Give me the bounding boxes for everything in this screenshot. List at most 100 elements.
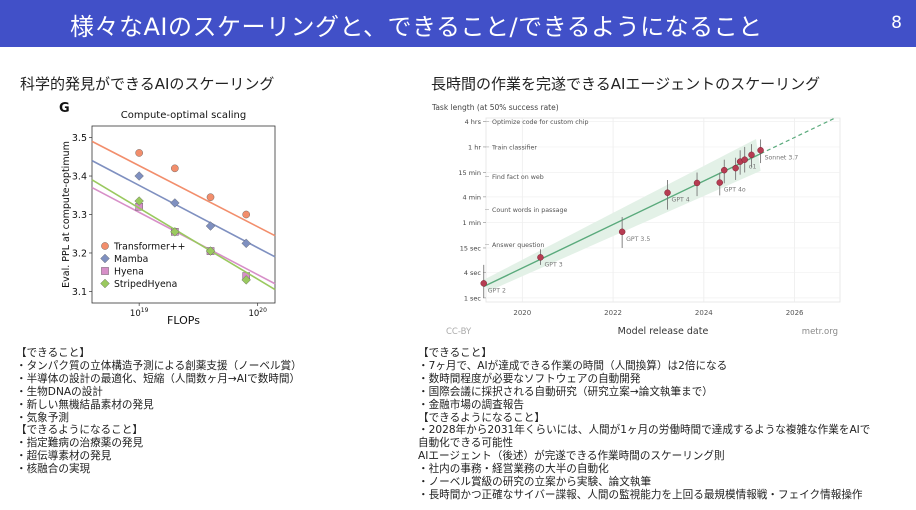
x-tick-label: 1019: [130, 307, 149, 319]
right-section-title: 長時間の作業を完遂できるAIエージェントのスケーリング: [431, 75, 821, 93]
x-tick-label: 2022: [604, 309, 622, 317]
y-tick-label: 1 min: [463, 219, 481, 227]
compute-optimal-scaling-chart: G Compute-optimal scaling 3.1 3.2 3.3 3.4 3.5 1…: [59, 101, 276, 327]
y-tick-label: 3.5: [72, 133, 87, 144]
model-label: GPT 4o: [724, 187, 746, 194]
y-tick-label: 3.4: [72, 172, 87, 183]
right-can-do-heading: 【できること】: [418, 347, 492, 359]
model-point: [480, 280, 487, 287]
legend-label: Hyena: [114, 267, 144, 278]
y-tick-label: 3.2: [72, 248, 87, 259]
source-label: metr.org: [802, 327, 838, 337]
y-tick-label: 3.1: [72, 287, 87, 298]
x-tick-label: 1020: [248, 307, 267, 319]
data-point-3: [170, 227, 180, 237]
model-point: [741, 156, 748, 163]
y-tick-label: 4 min: [463, 193, 481, 201]
data-point-1: [241, 238, 251, 249]
model-label: GPT 3.5: [626, 236, 650, 243]
x-axis-label: Model release date: [618, 326, 709, 337]
model-point: [757, 147, 764, 154]
task-annotation: Optimize code for custom chip: [492, 119, 588, 126]
x-tick-label: 2026: [786, 309, 804, 317]
model-label: GPT 4: [672, 197, 690, 204]
right-will-do-item: 自動化できる可能性: [418, 437, 514, 450]
task-length-chart: Task length (at 50% success rate) 2020 202…: [431, 103, 841, 337]
data-point-1: [134, 171, 144, 181]
legend-label: Transformer++: [113, 242, 185, 253]
right-can-do-item: ・国際会議に採択される自動研究（研究立案→論文執筆まで）: [418, 385, 713, 398]
y-tick-label: 4 hrs: [465, 118, 482, 126]
fit-line-3: [91, 179, 276, 291]
fit-line-2: [91, 186, 276, 285]
data-point-3: [205, 246, 216, 256]
y-tick-label: 1 sec: [464, 294, 482, 302]
y-tick-label: 15 min: [458, 169, 481, 177]
right-will-do-item: AIエージェント（後述）が完遂できる作業時間のスケーリング則: [418, 450, 725, 463]
model-point: [537, 254, 544, 261]
model-label: o1: [749, 164, 757, 171]
model-point: [664, 189, 671, 196]
left-section-title: 科学的発見ができるAIのスケーリング: [20, 75, 275, 93]
right-capabilities: 【できること】 ・7ヶ月で、AIが達成できる作業の時間（人間換算）は2倍になる …: [418, 347, 870, 502]
data-point-3: [134, 196, 144, 206]
right-will-do-heading: 【できるようになること】: [418, 411, 545, 424]
legend-marker: [100, 278, 110, 289]
legend-marker: [100, 253, 110, 264]
cc-by-label: CC-BY: [446, 327, 472, 337]
data-point-0: [206, 193, 215, 201]
model-point: [721, 166, 728, 174]
left-will-do-item: ・超伝導素材の発見: [16, 450, 112, 463]
data-point-1: [170, 198, 180, 208]
right-can-do-item: ・数時間程度が必要なソフトウェアの自動開発: [418, 372, 641, 385]
fit-line-0: [91, 140, 276, 237]
right-will-do-item: ・ノーベル賞級の研究の立案から実験、論文執筆: [418, 476, 652, 489]
x-tick-label: 2020: [513, 309, 531, 317]
legend-marker: [101, 242, 109, 250]
page-number: 8: [891, 13, 902, 33]
task-length-chart-panel: Task length (at 50% success rate) 2020 202…: [428, 98, 846, 339]
data-point-0: [171, 164, 179, 173]
right-will-do-item: ・2028年から2031年くらいには、人間が1ヶ月の労働時間で達成するような複雑…: [418, 424, 871, 437]
left-can-do-item: ・タンパク質の立体構造予測による創薬支援（ノーベル賞）: [16, 359, 302, 372]
y-axis-label: Eval. PPL at compute-optimum: [61, 141, 72, 288]
x-tick-label: 2024: [695, 309, 713, 317]
task-annotation: Count words in passage: [492, 207, 567, 214]
task-annotation: Train classifier: [491, 144, 537, 151]
model-label: Sonnet 3.7: [765, 154, 799, 161]
data-point-3: [241, 275, 251, 285]
left-will-do-item: ・指定難病の治療薬の発見: [16, 437, 144, 450]
data-point-0: [135, 149, 143, 157]
task-annotation: Answer question: [492, 242, 544, 249]
legend-marker: [101, 267, 109, 275]
left-can-do-item: ・新しい無機結晶素材の発見: [16, 398, 154, 411]
left-will-do-heading: 【できるようになること】: [16, 424, 143, 437]
model-point: [748, 151, 755, 159]
y-tick-label: 1 hr: [468, 143, 481, 151]
legend-label: StripedHyena: [114, 279, 177, 290]
x-axis-label: FLOPs: [167, 314, 200, 327]
model-point: [693, 179, 701, 187]
y-tick-label: 15 sec: [460, 244, 482, 252]
legend-label: Mamba: [114, 254, 148, 265]
left-can-do-item: ・半導体の設計の最適化、短縮（人間数ヶ月→AIで数時間）: [16, 372, 301, 385]
slide-title: 様々なAIのスケーリングと、できること/できるようになること: [70, 13, 763, 41]
data-point-0: [242, 210, 250, 219]
y-tick-label: 4 sec: [464, 269, 482, 277]
left-will-do-item: ・核融合の実現: [16, 463, 91, 476]
model-point: [618, 228, 626, 236]
left-capabilities: 【できること】 ・タンパク質の立体構造予測による創薬支援（ノーベル賞） ・半導体…: [16, 347, 302, 476]
task-annotation: Find fact on web: [492, 174, 544, 181]
scaling-chart-panel: G Compute-optimal scaling 3.1 3.2 3.3 3.4 3.5 1…: [55, 98, 285, 330]
right-will-do-item: ・社内の事務・経営業務の大半の自動化: [418, 463, 609, 476]
chart-title: Compute-optimal scaling: [121, 110, 246, 121]
right-can-do-item: ・7ヶ月で、AIが達成できる作業の時間（人間換算）は2倍になる: [418, 359, 728, 372]
chart-title: Task length (at 50% success rate): [431, 103, 559, 112]
model-label: GPT 3: [544, 261, 562, 268]
left-can-do-heading: 【できること】: [16, 347, 90, 359]
y-tick-label: 3.3: [72, 210, 87, 221]
data-point-1: [205, 221, 216, 231]
left-can-do-item: ・気象予測: [16, 411, 69, 424]
slide-header: 様々なAIのスケーリングと、できること/できるようになること 8: [0, 0, 916, 47]
left-can-do-item: ・生物DNAの設計: [16, 385, 103, 398]
